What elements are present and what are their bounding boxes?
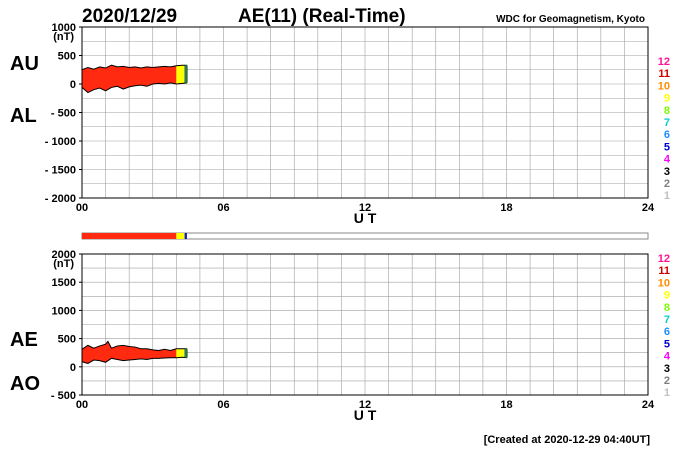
- ae-ao-legend-number: 4: [664, 351, 671, 363]
- ae-ao-x-tick-label: 18: [500, 399, 512, 411]
- ae-ao-legend-number: 2: [664, 375, 670, 387]
- chart-date: 2020/12/29: [82, 6, 177, 27]
- au-al-y-ticks: 1000 500 0 - 500 - 1000 - 1500 - 2000: [45, 22, 82, 205]
- au-al-y-tick-label: 0: [70, 79, 76, 91]
- au-al-y-tick-label: - 500: [51, 108, 76, 120]
- au-al-x-tick-label: 00: [76, 202, 88, 214]
- ae-ao-y-tick-label: 1500: [52, 277, 76, 289]
- au-al-y-tick-label: - 1500: [45, 165, 76, 177]
- ae-ao-legend-number: 8: [664, 302, 670, 314]
- ae-ao-legend-number: 10: [658, 277, 670, 289]
- au-al-legend-number: 3: [664, 166, 670, 178]
- ae-ao-x-tick-label: 06: [217, 399, 229, 411]
- au-al-y-tick-label: - 1000: [45, 136, 76, 148]
- ae-ao-y-tick-label: 500: [58, 334, 76, 346]
- ae-ao-grid: [82, 254, 648, 395]
- au-al-area-segment: [176, 65, 185, 84]
- chart-title: AE(11) (Real-Time): [238, 6, 406, 27]
- coverage-segment: [82, 233, 177, 239]
- ae-ao-x-ticks: 00 06 12 18 24: [76, 399, 655, 411]
- au-al-y-tick-label: - 2000: [45, 193, 76, 205]
- ae-ao-y-tick-label: 1000: [52, 305, 76, 317]
- chart-credit: WDC for Geomagnetism, Kyoto: [496, 14, 645, 25]
- au-al-grid: [82, 27, 648, 198]
- au-al-legend-number: 6: [664, 129, 670, 141]
- au-al-x-tick-label: 24: [642, 202, 655, 214]
- ae-label: AE: [10, 329, 38, 351]
- au-al-legend-number: 8: [664, 105, 670, 117]
- au-al-legend-number: 10: [658, 80, 670, 92]
- ae-ao-y-tick-label: 2000: [52, 249, 76, 261]
- data-coverage-bar: [81, 232, 649, 240]
- coverage-segment: [176, 233, 185, 239]
- au-al-latest-marker: [184, 65, 187, 83]
- ae-ao-legend-number: 9: [664, 290, 670, 302]
- ae-ao-frame: [81, 253, 649, 396]
- ae-ao-legend-number: 7: [664, 314, 670, 326]
- coverage-segments: [82, 233, 187, 239]
- au-al-x-label: U T: [354, 210, 377, 226]
- ae-ao-unit: (nT): [53, 258, 74, 270]
- al-label: AL: [10, 105, 37, 127]
- au-al-y-tick-label: 500: [58, 51, 76, 63]
- ae-ao-series-ae: [81, 340, 187, 351]
- created-timestamp: [Created at 2020-12-29 04:40UT]: [484, 434, 651, 446]
- au-al-series-au: [81, 64, 187, 71]
- au-al-legend-number: 1: [664, 190, 670, 202]
- au-al-legend-number: 12: [658, 56, 670, 68]
- au-al-y-tick-label: 1000: [52, 22, 76, 34]
- au-al-legend-number: 9: [664, 93, 670, 105]
- coverage-segment: [184, 233, 187, 239]
- ae-ao-y-tick-label: 0: [70, 362, 76, 374]
- ae-ao-legend-number: 11: [658, 265, 670, 277]
- au-label: AU: [10, 53, 39, 75]
- au-al-legend-number: 11: [658, 68, 670, 80]
- ae-ao-legend-number: 5: [664, 338, 670, 350]
- au-al-legend-number: 7: [664, 117, 670, 129]
- au-al-x-tick-label: 06: [217, 202, 229, 214]
- au-al-lines: [81, 64, 188, 94]
- ae-ao-x-label: U T: [354, 407, 377, 423]
- au-al-area-segment: [82, 65, 177, 93]
- ae-ao-x-tick-label: 12: [359, 399, 371, 411]
- ae-ao-x-tick-label: 00: [76, 399, 88, 411]
- ae-ao-y-tick-label: - 500: [51, 390, 76, 402]
- ao-label: AO: [10, 373, 40, 395]
- au-al-legend-number: 2: [664, 178, 670, 190]
- au-al-legend-number: 4: [664, 154, 671, 166]
- ae-ao-lines: [81, 340, 188, 364]
- ae-ao-y-ticks: 2000 1500 1000 500 0 - 500: [51, 249, 82, 402]
- au-al-unit: (nT): [53, 31, 74, 43]
- ae-ao-latest-marker: [184, 348, 187, 358]
- au-al-x-ticks: 00 06 12 18 24: [76, 202, 655, 214]
- ae-ao-x-tick-label: 24: [642, 399, 655, 411]
- ae-ao-legend-number: 3: [664, 363, 670, 375]
- ae-ao-legend-number: 6: [664, 326, 670, 338]
- au-al-legend-number: 5: [664, 141, 670, 153]
- ae-ao-area-segment: [176, 348, 185, 358]
- au-al-x-tick-label: 12: [359, 202, 371, 214]
- au-al-x-tick-label: 18: [500, 202, 512, 214]
- ae-ao-legend-number: 1: [664, 387, 670, 399]
- ae-ao-series-ao: [81, 356, 188, 364]
- ae-ao-legend-number: 12: [658, 253, 670, 265]
- au-al-series-al: [81, 82, 188, 94]
